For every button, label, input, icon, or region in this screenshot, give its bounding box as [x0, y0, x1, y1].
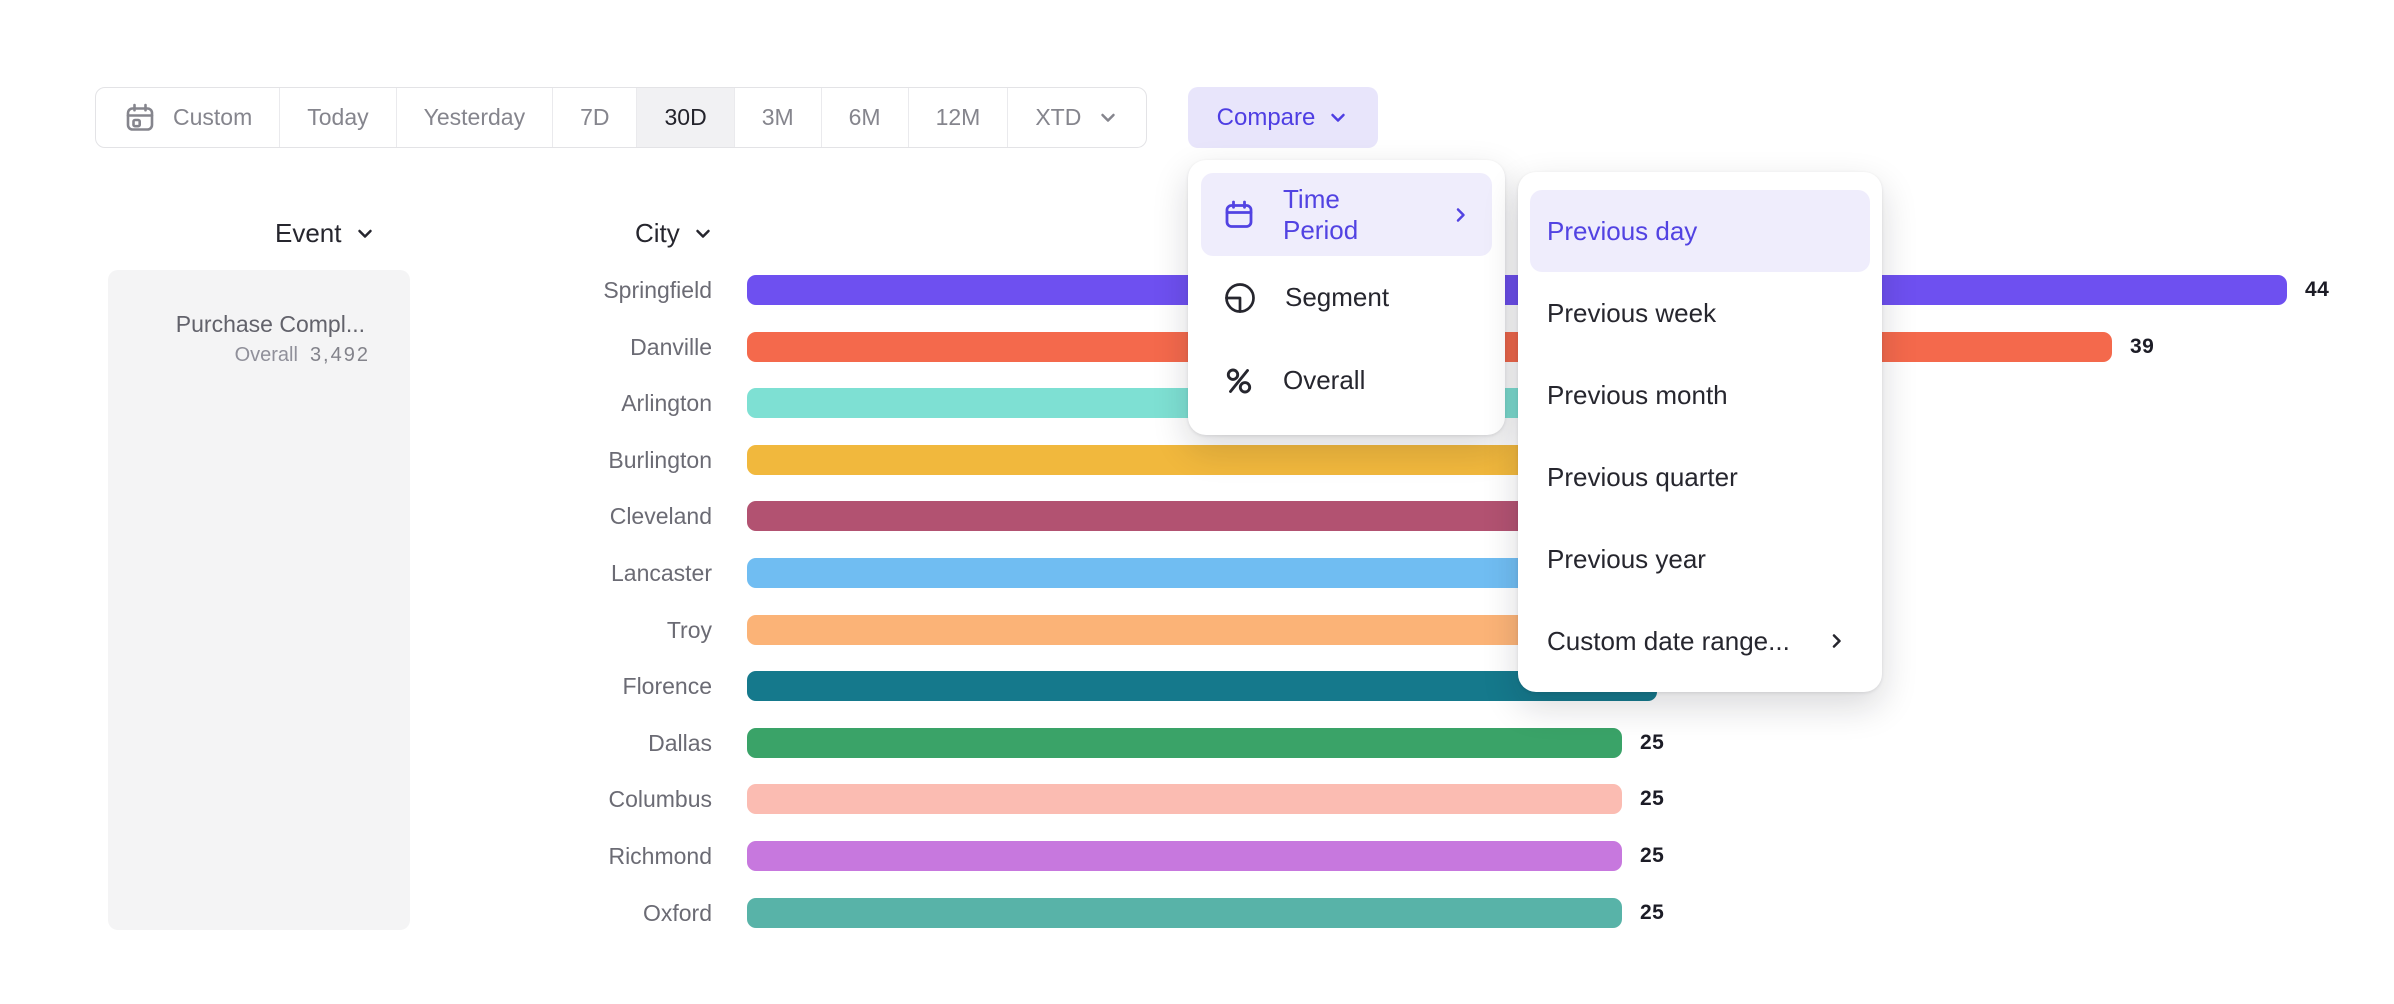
city-label: Oxford — [642, 900, 712, 926]
compare-label: Compare — [1216, 103, 1316, 131]
segment-icon — [1222, 280, 1258, 316]
overall-label: Overall — [234, 344, 298, 366]
event-card-title: Purchase Compl... — [175, 311, 365, 337]
bar-value: 25 — [1640, 901, 1665, 924]
bar-oxford[interactable] — [747, 898, 1622, 928]
time-period-menu-items: Previous day Previous week Previous month P… — [1518, 172, 1882, 692]
bar-value: 25 — [1640, 844, 1665, 867]
city-column-header[interactable]: City — [635, 218, 714, 249]
range-button-custom[interactable]: Custom — [96, 88, 279, 147]
event-card-overall: Overall 3,492 — [108, 340, 410, 370]
menu-item-label: Segment — [1285, 282, 1390, 312]
percent-icon — [1222, 364, 1256, 398]
menu-item-label: Previous day — [1547, 215, 1698, 246]
range-label: 30D — [664, 104, 707, 130]
overall-value: 3,492 — [309, 344, 370, 366]
bar-value: 25 — [1640, 787, 1665, 810]
range-label: Yesterday — [423, 104, 526, 130]
range-button-today[interactable]: Today — [279, 88, 395, 147]
bar-springfield[interactable] — [747, 275, 2287, 305]
range-button-xtd[interactable]: XTD — [1007, 88, 1146, 147]
range-label: Today — [307, 104, 369, 130]
range-label: 7D — [580, 104, 610, 130]
range-label: 6M — [848, 104, 881, 130]
bar-columbus[interactable] — [747, 784, 1622, 814]
city-label: Cleveland — [609, 503, 712, 529]
range-button-6m[interactable]: 6M — [820, 88, 908, 147]
city-label: Columbus — [608, 786, 712, 812]
range-button-yesterday[interactable]: Yesterday — [395, 88, 552, 147]
calendar-icon — [123, 101, 157, 135]
menu-item-previous-week[interactable]: Previous week — [1530, 272, 1870, 354]
range-label: 12M — [935, 104, 981, 130]
event-column-label: Event — [275, 218, 342, 248]
range-button-30d[interactable]: 30D — [636, 88, 734, 147]
city-label: Lancaster — [610, 560, 712, 586]
chevron-down-icon — [354, 223, 376, 245]
chevron-down-icon — [1327, 107, 1349, 129]
menu-item-label: Custom date range... — [1547, 625, 1790, 656]
city-label: Troy — [666, 617, 712, 643]
compare-button[interactable]: Compare — [1188, 87, 1378, 148]
menu-item-custom-date-range[interactable]: Custom date range... — [1530, 600, 1870, 682]
bar-value: 39 — [2130, 335, 2155, 358]
bar-value: 25 — [1640, 731, 1665, 754]
calendar-icon — [1222, 198, 1256, 232]
menu-item-previous-year[interactable]: Previous year — [1530, 518, 1870, 600]
bar-value: 44 — [2305, 278, 2330, 301]
chevron-down-icon — [692, 223, 714, 245]
event-card[interactable]: Purchase Compl... Overall 3,492 — [108, 270, 410, 930]
chevron-down-icon — [1097, 107, 1119, 129]
city-label: Dallas — [648, 730, 712, 756]
compare-menu: Time Period Segment Overall — [1188, 160, 1505, 435]
menu-item-label: Previous year — [1547, 543, 1706, 574]
menu-item-label: Time Period — [1283, 183, 1359, 245]
range-button-12m[interactable]: 12M — [907, 88, 1008, 147]
menu-item-segment[interactable]: Segment — [1201, 256, 1492, 339]
range-label: XTD — [1035, 104, 1082, 130]
menu-item-label: Overall — [1283, 365, 1366, 395]
menu-item-label: Previous quarter — [1547, 461, 1738, 492]
chevron-right-icon — [1450, 204, 1472, 226]
event-column-header[interactable]: Event — [275, 218, 376, 249]
time-period-submenu: Previous day Previous week Previous month P… — [1518, 172, 1882, 692]
city-label: Springfield — [603, 277, 712, 303]
menu-item-label: Previous month — [1547, 379, 1728, 410]
city-label: Danville — [630, 334, 712, 360]
city-column-label: City — [635, 218, 680, 248]
range-button-3m[interactable]: 3M — [733, 88, 821, 147]
city-label: Florence — [622, 673, 712, 699]
compare-menu-items: Time Period Segment Overall — [1188, 160, 1505, 435]
bar-richmond[interactable] — [747, 841, 1622, 871]
city-label: Arlington — [621, 390, 712, 416]
city-label: Burlington — [608, 447, 712, 473]
menu-item-time-period[interactable]: Time Period — [1201, 173, 1492, 256]
chevron-right-icon — [1826, 630, 1848, 652]
bar-dallas[interactable] — [747, 728, 1622, 758]
range-button-7d[interactable]: 7D — [552, 88, 636, 147]
range-label: Custom — [173, 104, 253, 130]
date-range-toolbar: Custom Today Yesterday 7D 30D 3M 6M 12M XTD — [95, 87, 1148, 148]
menu-item-previous-day[interactable]: Previous day — [1530, 190, 1870, 272]
menu-item-previous-month[interactable]: Previous month — [1530, 354, 1870, 436]
bar-florence[interactable] — [747, 671, 1657, 701]
menu-item-previous-quarter[interactable]: Previous quarter — [1530, 436, 1870, 518]
menu-item-overall[interactable]: Overall — [1201, 339, 1492, 422]
menu-item-label: Previous week — [1547, 297, 1717, 328]
city-label: Richmond — [608, 843, 712, 869]
range-label: 3M — [761, 104, 794, 130]
